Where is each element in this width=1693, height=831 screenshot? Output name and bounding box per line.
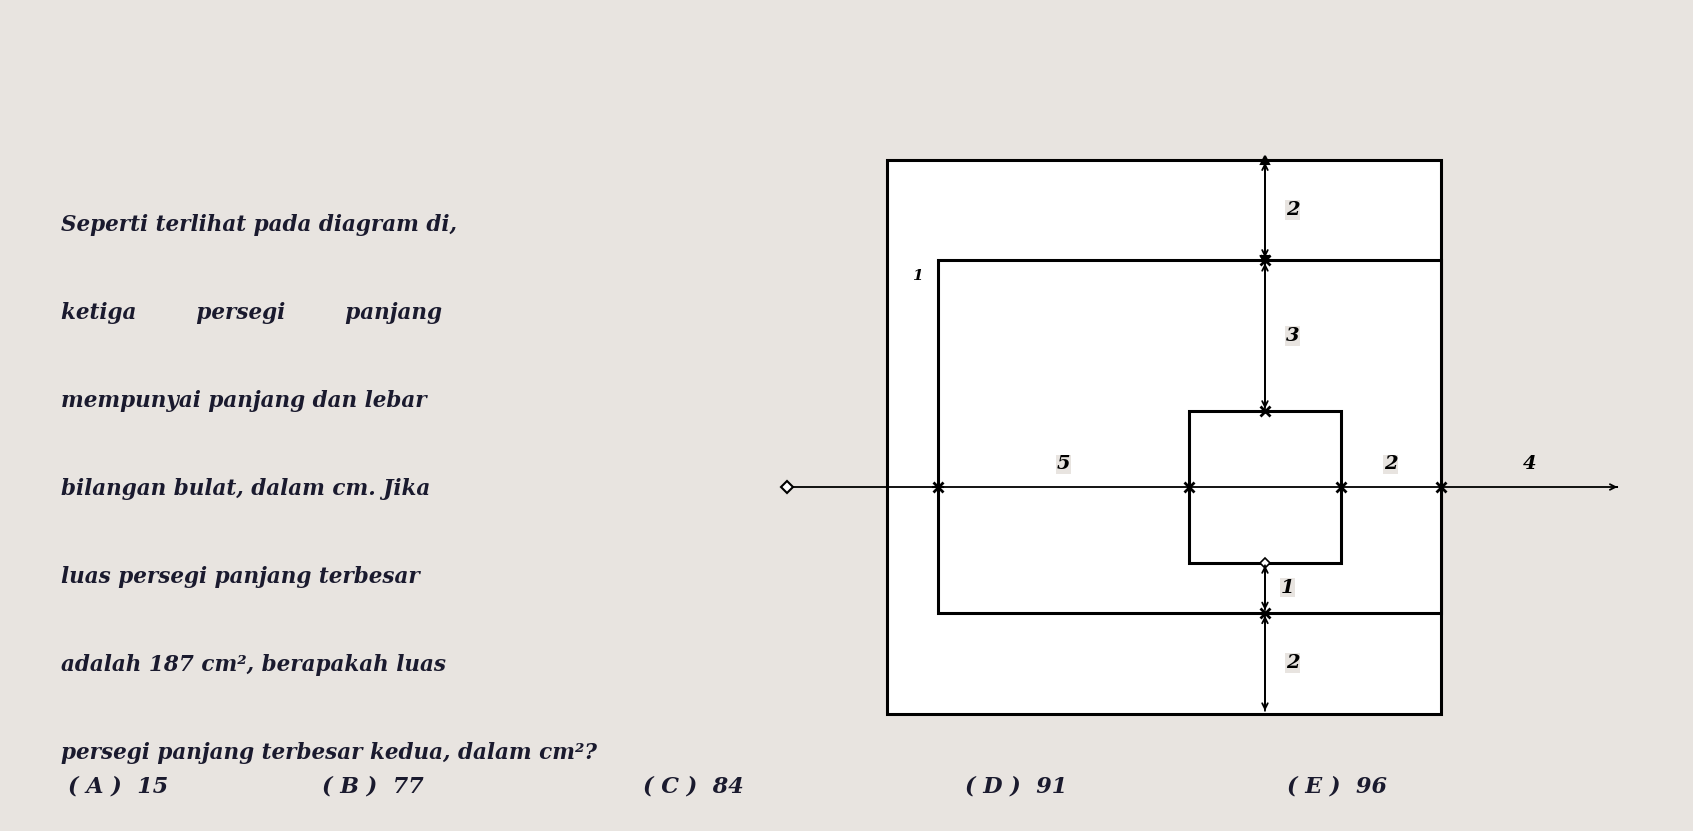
Text: Seperti terlihat pada diagram di,: Seperti terlihat pada diagram di, [61,214,457,236]
Text: persegi panjang terbesar kedua, dalam cm²?: persegi panjang terbesar kedua, dalam cm… [61,741,598,764]
Text: ( D )  91: ( D ) 91 [965,776,1067,798]
Text: ketiga        persegi        panjang: ketiga persegi panjang [61,302,442,324]
Text: 2: 2 [1385,455,1398,474]
Text: 2: 2 [1287,201,1300,219]
Text: 3: 3 [1287,327,1300,345]
Text: ( E )  96: ( E ) 96 [1287,776,1387,798]
Text: ( C )  84: ( C ) 84 [643,776,745,798]
Bar [887,160,1441,714]
Text: ( B )  77: ( B ) 77 [322,776,423,798]
Bar [938,260,1441,613]
Text: adalah 187 cm², berapakah luas: adalah 187 cm², berapakah luas [61,654,445,676]
Bar [1190,411,1341,563]
Text: 5: 5 [1056,455,1070,474]
Text: 1: 1 [1282,578,1295,597]
Text: 1: 1 [913,268,923,283]
Text: luas persegi panjang terbesar: luas persegi panjang terbesar [61,566,420,588]
Text: 4: 4 [1522,455,1536,474]
Text: 2: 2 [1287,654,1300,672]
Text: mempunyai panjang dan lebar: mempunyai panjang dan lebar [61,390,427,412]
Text: ( A )  15: ( A ) 15 [68,776,168,798]
Text: bilangan bulat, dalam cm. Jika: bilangan bulat, dalam cm. Jika [61,478,430,499]
